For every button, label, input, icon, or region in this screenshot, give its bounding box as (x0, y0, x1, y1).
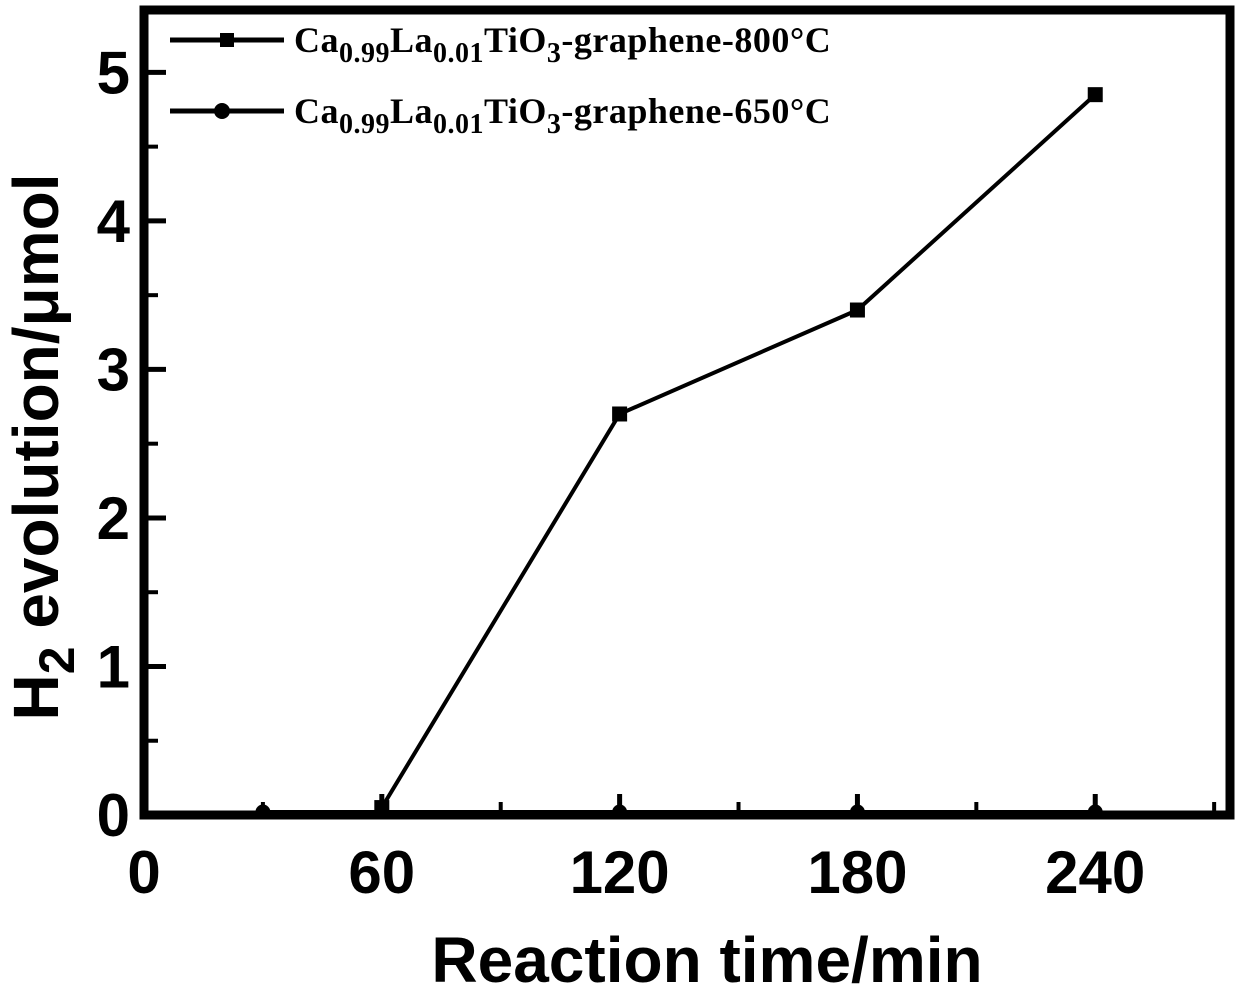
data-point-marker-square (374, 800, 390, 816)
plot-frame (139, 5, 1235, 820)
data-point-marker-square (612, 406, 628, 422)
x-axis-tick-label: 240 (1045, 839, 1145, 906)
y-axis-title: H2 evolution/μmol (0, 174, 85, 721)
data-point-marker-square (1087, 87, 1103, 103)
data-point-marker-circle (255, 804, 271, 820)
x-axis-tick-label: 60 (348, 839, 415, 906)
x-axis-tick-label: 180 (807, 839, 907, 906)
y-axis-tick-label: 5 (97, 39, 130, 106)
data-point-marker-circle (612, 804, 628, 820)
legend-item-label: Ca0.99La0.01TiO3-graphene-800°C (294, 20, 831, 69)
x-axis-title: Reaction time/min (431, 924, 982, 994)
y-axis-tick-label: 0 (97, 782, 130, 849)
legend-marker-circle (214, 103, 230, 119)
legend-item-label: Ca0.99La0.01TiO3-graphene-650°C (294, 91, 831, 140)
y-axis-tick-label: 2 (97, 485, 130, 552)
y-axis-tick-label: 3 (97, 336, 130, 403)
x-axis-tick-label: 120 (570, 839, 670, 906)
data-point-marker-circle (849, 804, 865, 820)
data-point-marker-circle (1087, 804, 1103, 820)
y-axis-tick-label: 1 (97, 633, 130, 700)
series-line-800c (380, 93, 1097, 809)
legend-marker-square (220, 33, 234, 47)
x-axis-tick-label: 0 (127, 839, 160, 906)
y-axis-tick-label: 4 (97, 188, 131, 255)
data-point-marker-square (849, 302, 865, 318)
